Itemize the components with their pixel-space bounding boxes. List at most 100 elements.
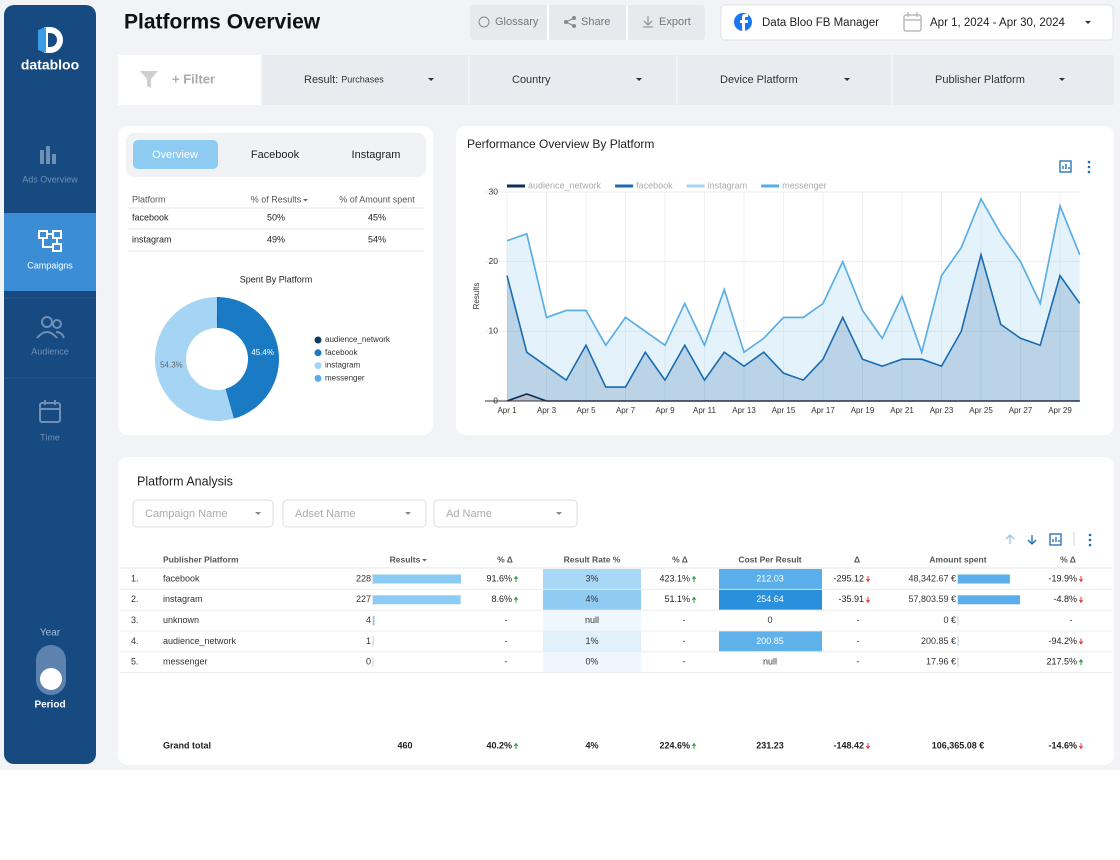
result-rate: 1% <box>585 636 598 646</box>
more-menu[interactable] <box>1088 533 1092 547</box>
tab-active[interactable] <box>133 140 218 169</box>
nav-icon <box>38 230 62 252</box>
delta: -4.8% <box>1053 594 1077 604</box>
tab[interactable]: Instagram <box>352 149 401 161</box>
x-tick-label: Apr 21 <box>890 406 914 415</box>
filter-carets <box>428 78 1065 81</box>
heat-cell <box>543 631 641 652</box>
section-title: Platform Analysis <box>137 474 233 488</box>
delta: - <box>1070 615 1073 625</box>
filter-name: Device Platform <box>720 74 798 86</box>
filter-control[interactable] <box>678 55 891 105</box>
date-range[interactable]: Apr 1, 2024 - Apr 30, 2024 <box>930 17 1066 29</box>
results: 227 <box>356 594 371 604</box>
trend-arrow <box>691 596 697 603</box>
total-cost: 231.23 <box>756 740 784 750</box>
column-header[interactable]: Results <box>390 554 421 564</box>
nav-item[interactable]: Campaigns <box>27 260 73 270</box>
add-filter-panel[interactable] <box>118 55 261 105</box>
summary-card <box>118 126 433 435</box>
heat-cell <box>543 610 641 631</box>
total-rate: 4% <box>585 740 598 750</box>
filter-icon <box>140 71 158 88</box>
more-menu[interactable] <box>1087 160 1091 174</box>
calendar-icon <box>903 12 922 32</box>
filter-control[interactable] <box>262 55 468 105</box>
tab[interactable]: Facebook <box>251 149 300 161</box>
export-icon <box>643 16 653 28</box>
platform-name: instagram <box>163 594 203 604</box>
delta: -14.6% <box>1048 740 1077 750</box>
y-tick-label: 0 <box>493 395 498 405</box>
heat-cell <box>719 589 822 610</box>
trend-arrow <box>691 575 697 582</box>
total-label: Grand total <box>163 740 211 750</box>
account-box[interactable] <box>720 4 1114 41</box>
header-button[interactable]: Export <box>659 16 691 28</box>
delta: - <box>683 636 686 646</box>
platform-name: unknown <box>163 615 199 625</box>
nav-item[interactable]: Ads Overview <box>22 174 78 184</box>
delta: -35.91 <box>838 594 864 604</box>
filter-control[interactable] <box>470 55 676 105</box>
delta: -19.9% <box>1048 573 1077 583</box>
x-tick-label: Apr 29 <box>1048 406 1072 415</box>
caret <box>255 512 261 515</box>
y-tick-label: 30 <box>489 186 499 196</box>
header-button[interactable]: Share <box>581 16 610 28</box>
trend-arrow <box>513 742 519 749</box>
toggle-knob <box>40 668 62 690</box>
row-index: 5. <box>131 657 139 667</box>
dropdown[interactable] <box>433 499 578 528</box>
platform-name: audience_network <box>163 636 237 646</box>
column-header: Platform <box>132 194 166 204</box>
tab[interactable]: Overview <box>152 149 198 161</box>
y-tick-label: 10 <box>489 326 499 336</box>
filter-name: Publisher Platform <box>935 74 1025 86</box>
delta: - <box>505 636 508 646</box>
delta: -295.12 <box>833 573 864 583</box>
chart-card <box>456 126 1114 435</box>
chart-title: Spent By Platform <box>240 274 313 284</box>
amount-spent: 48,342.67 € <box>908 573 956 583</box>
total-amount: 106,365.08 € <box>932 740 985 750</box>
trend-arrow <box>691 742 697 749</box>
legend-label: facebook <box>636 180 673 190</box>
trend-arrow <box>1078 658 1084 666</box>
delta: 224.6% <box>659 740 690 750</box>
column-header: Amount spent <box>929 554 986 564</box>
nav-icon <box>40 146 56 164</box>
header-buttons <box>470 5 705 40</box>
chart-title: Performance Overview By Platform <box>467 137 654 151</box>
filter-name: Country <box>512 74 551 86</box>
column-header: % Δ <box>497 554 513 564</box>
row-index: 1. <box>131 573 139 583</box>
column-header: % Δ <box>1060 554 1076 564</box>
sort-caret <box>303 199 308 202</box>
table-cell: facebook <box>132 212 169 222</box>
dropdown[interactable] <box>282 499 427 528</box>
legend-label: messenger <box>782 180 827 190</box>
dropdown[interactable] <box>132 499 274 528</box>
results-bar <box>373 595 461 605</box>
trend-arrow <box>1078 576 1084 583</box>
heat-cell <box>719 652 822 673</box>
sort-caret <box>422 559 427 562</box>
x-tick-label: Apr 19 <box>851 406 875 415</box>
delta: - <box>683 615 686 625</box>
cost-per-result: 254.64 <box>756 594 784 604</box>
result-rate: 3% <box>585 573 598 583</box>
caret <box>1085 21 1091 24</box>
nav-item[interactable]: Audience <box>31 346 69 356</box>
x-tick-label: Apr 25 <box>969 406 993 415</box>
header-button[interactable]: Glossary <box>495 16 539 28</box>
nav-item[interactable]: Time <box>40 432 60 442</box>
delta: - <box>683 657 686 667</box>
filter-control[interactable] <box>893 55 1114 105</box>
trend-arrow <box>1078 743 1084 750</box>
trend-arrow <box>1078 638 1084 645</box>
column-header: Δ <box>854 554 860 564</box>
delta: - <box>505 657 508 667</box>
delta: - <box>857 636 860 646</box>
add-filter[interactable]: + Filter <box>172 71 215 86</box>
